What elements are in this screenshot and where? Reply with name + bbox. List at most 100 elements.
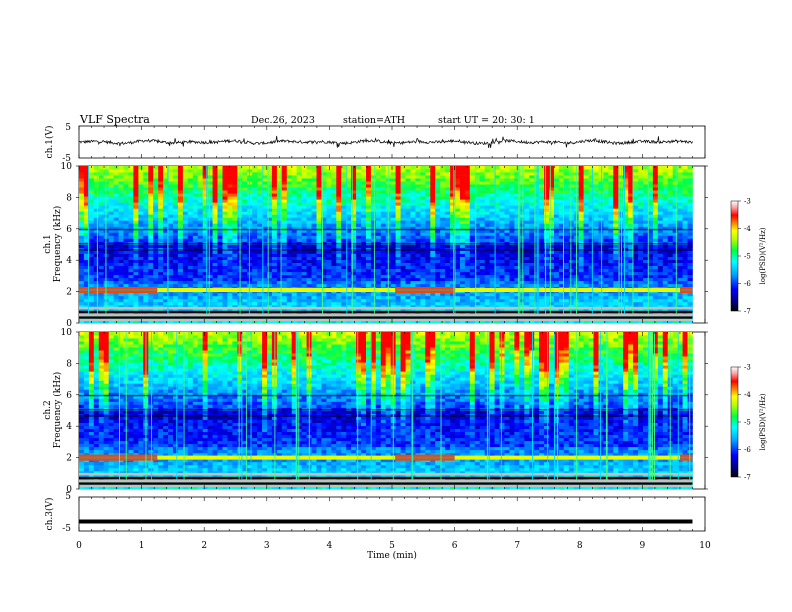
spectrogram-cell [351, 235, 357, 239]
spectrogram-cell [494, 208, 500, 212]
spectrogram-cell [484, 301, 490, 306]
spectrogram-cell [153, 190, 159, 194]
spectrogram-cell [163, 205, 169, 209]
spectrogram-cell [247, 169, 253, 173]
spectrogram-cell [455, 271, 461, 276]
spectrogram-cell [336, 256, 342, 260]
spectrogram-cell [489, 220, 495, 224]
spectrogram-cell [276, 232, 283, 236]
spectrogram-cell [207, 247, 213, 251]
spectrogram-cell [494, 238, 500, 242]
spectrogram-cell [529, 181, 535, 185]
spectrogram-cell [395, 277, 401, 282]
spectrogram-cell [262, 253, 268, 257]
spectrogram-cell [321, 190, 327, 194]
spectrogram-cell [321, 268, 327, 273]
spectrogram-cell [192, 265, 199, 269]
spectrogram-cell [504, 223, 510, 227]
spectrogram-cell [227, 298, 233, 303]
spectrogram-cell [390, 220, 396, 224]
spectrogram-cell [98, 292, 105, 297]
spectrogram-cell [400, 244, 406, 248]
spectrogram-cell [445, 205, 451, 209]
spectrogram-cell [494, 244, 500, 248]
spectrogram-cell [539, 292, 545, 297]
spectrogram-cell [405, 229, 411, 233]
spectrogram-cell [321, 217, 327, 221]
spectrogram-cell [509, 292, 515, 297]
spectrogram-cell [118, 187, 124, 191]
spectrogram-cell [400, 301, 406, 306]
spectrogram-cell [118, 220, 124, 224]
spectrogram-cell [133, 244, 139, 248]
spectrogram-cell [464, 217, 471, 221]
spectrogram-cell [158, 181, 164, 185]
spectrogram-cell [514, 277, 520, 282]
spectrogram-cell [83, 178, 90, 182]
spectrogram-cell [390, 280, 396, 285]
spectrogram-cell [296, 268, 302, 273]
spectrogram-cell [128, 283, 134, 288]
spectrogram-cell [499, 304, 505, 309]
spectrogram-cell [271, 220, 278, 224]
spectrogram-cell [445, 265, 451, 269]
spectrogram-cell [177, 196, 184, 200]
spectrogram-cell [247, 235, 253, 239]
spectrogram-cell [435, 190, 441, 194]
spectrogram-cell [341, 229, 347, 233]
spectrogram-cell [202, 172, 208, 176]
spectrogram-cell [197, 166, 203, 170]
spectrogram-cell [276, 223, 283, 227]
spectrogram-cell [474, 181, 481, 185]
spectrogram-cell [455, 244, 461, 248]
spectrogram-cell [341, 268, 347, 273]
spectrogram-cell [479, 250, 485, 254]
spectrogram-cell [232, 250, 238, 254]
spectrogram-cell [311, 262, 317, 266]
spectrogram-cell [177, 320, 184, 324]
spectrogram-cell [366, 277, 372, 282]
spectrogram-cell [93, 208, 100, 212]
spectrogram-cell [356, 229, 362, 233]
spectrogram-cell [529, 304, 535, 309]
spectrogram-cell [405, 262, 411, 266]
spectrogram-cell [222, 304, 228, 309]
spectrogram-cell [168, 307, 174, 312]
spectrogram-cell [138, 253, 144, 257]
spectrogram-cell [341, 226, 347, 230]
spectrogram-cell [197, 211, 203, 215]
spectrogram-cell [177, 223, 184, 227]
spectrogram-cell [390, 265, 396, 269]
spectrogram-cell [469, 205, 476, 209]
spectrogram-cell [108, 283, 114, 288]
spectrogram-cell [410, 223, 416, 227]
spectrogram-cell [494, 250, 500, 254]
spectrogram-cell [331, 199, 337, 203]
spectrogram-cell [514, 172, 520, 176]
spectrogram-cell [420, 247, 426, 251]
spectrogram-cell [118, 253, 124, 257]
spectrogram-cell [98, 256, 105, 260]
spectrogram-cell [168, 304, 174, 309]
spectrogram-cell [336, 223, 342, 227]
spectrogram-cell [519, 220, 525, 224]
spectrogram-cell [217, 292, 223, 297]
spectrogram-cell [346, 202, 352, 206]
spectrogram-cell [346, 223, 352, 227]
spectrogram-cell [192, 292, 199, 297]
spectrogram-cell [464, 175, 471, 179]
spectrogram-cell [366, 244, 372, 248]
spectrogram-cell [301, 211, 307, 215]
spectrogram-cell [316, 172, 322, 176]
spectrogram-cell [519, 217, 525, 221]
spectrogram-cell [504, 253, 510, 257]
spectrogram-cell [247, 229, 253, 233]
spectrogram-cell [267, 178, 273, 182]
spectrogram-cell [440, 217, 446, 221]
spectrogram-cell [301, 244, 307, 248]
spectrogram-cell [380, 259, 387, 263]
spectrogram-cell [370, 223, 377, 227]
spectrogram-cell [128, 175, 134, 179]
spectrogram-cell [83, 229, 90, 233]
spectrogram-cell [524, 301, 530, 306]
